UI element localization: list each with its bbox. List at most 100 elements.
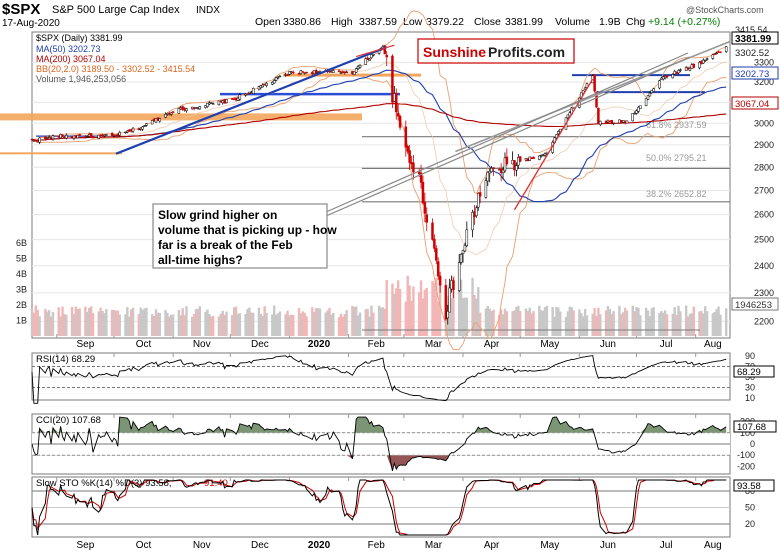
volume-bar bbox=[101, 311, 104, 336]
volume-bar bbox=[490, 311, 493, 336]
volume-bar bbox=[635, 307, 638, 336]
volume-bar bbox=[639, 315, 642, 336]
candle-body bbox=[406, 146, 409, 152]
candle-body bbox=[475, 207, 478, 216]
volume-bar bbox=[658, 313, 661, 336]
volume-bar bbox=[488, 308, 491, 336]
volume-bar bbox=[559, 311, 562, 336]
rsi-label: RSI(14) 68.29 bbox=[36, 354, 95, 365]
candle-body bbox=[425, 214, 429, 223]
candle-body bbox=[141, 126, 144, 130]
volume-bar bbox=[353, 306, 356, 336]
bb-middle-line bbox=[31, 61, 727, 256]
badge-volume: 1946253 bbox=[735, 300, 772, 311]
volume-bar bbox=[318, 308, 322, 336]
candle-body bbox=[274, 77, 278, 81]
volume-bar bbox=[570, 307, 573, 336]
candle-body bbox=[131, 127, 135, 132]
volume-bar bbox=[238, 313, 242, 336]
annotation-text: Slow grind higher on volume that is pick… bbox=[158, 208, 340, 267]
volume-bar bbox=[297, 308, 301, 336]
candle-body bbox=[185, 108, 188, 111]
volume-bar bbox=[36, 310, 39, 336]
volume-bar bbox=[46, 311, 49, 336]
candle-body bbox=[423, 201, 427, 214]
price-tick-label: 2800 bbox=[754, 162, 774, 172]
volume-value: 1.9B bbox=[599, 16, 621, 28]
volume-bar bbox=[112, 309, 116, 336]
fib-label-618: 61.8% 2937.59 bbox=[646, 120, 707, 130]
candle-body bbox=[30, 138, 34, 141]
candle-body bbox=[513, 160, 516, 171]
open-label: Open bbox=[255, 16, 281, 28]
close-value: 3381.99 bbox=[505, 16, 543, 28]
volume-bar bbox=[599, 314, 602, 336]
candle-body bbox=[198, 106, 202, 110]
volume-bar bbox=[471, 277, 474, 336]
sto-chart bbox=[31, 479, 730, 536]
sto-tick-label: 50 bbox=[745, 503, 755, 513]
month-label: Aug bbox=[704, 540, 722, 551]
volume-bar bbox=[631, 305, 634, 336]
volume-bar bbox=[477, 287, 480, 336]
candle-body bbox=[211, 103, 215, 105]
volume-bar bbox=[234, 306, 238, 336]
volume-bar bbox=[103, 312, 106, 336]
month-label: Aug bbox=[704, 339, 722, 350]
volume-bar bbox=[114, 310, 118, 336]
volume-bar bbox=[301, 311, 305, 336]
candle-body bbox=[593, 74, 596, 92]
candle-body bbox=[246, 93, 249, 95]
candle-body bbox=[505, 156, 509, 165]
candle-body bbox=[398, 116, 402, 128]
candle-body bbox=[648, 92, 652, 97]
volume-bar bbox=[408, 285, 411, 336]
volume-bar bbox=[578, 309, 581, 336]
volume-bar bbox=[206, 309, 209, 336]
volume-bar bbox=[475, 298, 478, 336]
fib-label-500: 50.0% 2795.21 bbox=[646, 153, 707, 163]
month-label: Dec bbox=[251, 540, 269, 551]
candle-body bbox=[538, 155, 541, 160]
candle-body bbox=[503, 157, 507, 172]
volume-bar bbox=[311, 307, 314, 336]
sunshine-profits-logo: Sunshine Profits.com bbox=[417, 38, 575, 64]
volume-bar bbox=[671, 313, 674, 336]
symbol: $SPX bbox=[2, 1, 40, 18]
low-value: 3379.22 bbox=[426, 16, 464, 28]
price-candles bbox=[30, 44, 728, 325]
candle-body bbox=[238, 94, 242, 100]
cci-value-badge: 107.68 bbox=[737, 422, 766, 433]
volume-bar bbox=[499, 309, 503, 336]
volume-bar bbox=[503, 308, 507, 336]
volume-bar bbox=[404, 301, 407, 336]
candle-body bbox=[477, 192, 480, 208]
volume-bar bbox=[686, 316, 690, 336]
candle-body bbox=[646, 95, 650, 100]
candle-body bbox=[364, 58, 367, 65]
candle-body bbox=[358, 65, 362, 68]
volume-bar bbox=[166, 312, 169, 336]
volume-bar bbox=[61, 306, 64, 336]
volume-bar bbox=[425, 287, 428, 336]
candle-body bbox=[169, 112, 173, 115]
volume-bar bbox=[337, 317, 341, 336]
candle-body bbox=[702, 59, 705, 64]
candle-body bbox=[583, 87, 587, 90]
volume-bar bbox=[585, 315, 589, 336]
volume-bar bbox=[343, 314, 346, 336]
volume-bar bbox=[484, 308, 488, 336]
bb-lower-line bbox=[31, 73, 727, 351]
candle-body bbox=[568, 112, 572, 117]
cci-line bbox=[31, 416, 727, 472]
volume-bar bbox=[63, 313, 66, 336]
month-label: Jul bbox=[660, 339, 673, 350]
orange-support-band bbox=[0, 113, 362, 121]
volume-bar bbox=[248, 307, 251, 336]
month-label: May bbox=[540, 339, 559, 350]
sto-tick-label: 20 bbox=[745, 519, 755, 529]
volume-bar bbox=[478, 312, 482, 336]
volume-bar bbox=[396, 280, 400, 336]
volume-bar bbox=[124, 314, 127, 336]
volume-bar bbox=[171, 314, 175, 336]
